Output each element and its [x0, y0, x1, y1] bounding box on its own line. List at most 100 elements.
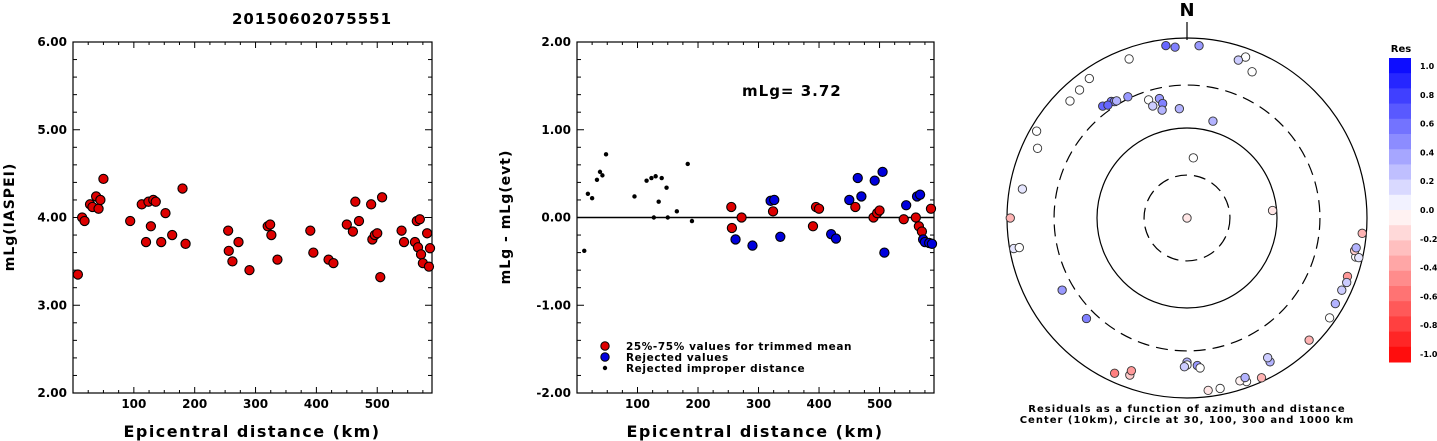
station-point — [1017, 184, 1028, 194]
data-point — [350, 196, 361, 207]
data-point — [726, 201, 737, 213]
x-tick-label: 400 — [304, 397, 329, 411]
colorbar-cell — [1389, 240, 1411, 257]
data-points — [582, 152, 938, 258]
colorbar-cell — [1389, 301, 1411, 317]
data-point — [264, 219, 276, 230]
axis-ticks: 100 200 300 400 500 -2.00 -1.00 0.00 1.00 2.00 — [536, 35, 934, 411]
colorbar-cell — [1389, 346, 1411, 363]
x-tick-label: 200 — [685, 397, 710, 411]
station-point — [1194, 41, 1204, 51]
y-tick-label: 3.00 — [37, 298, 67, 312]
data-point — [869, 175, 880, 186]
colorbar-cell — [1389, 58, 1411, 74]
y-tick-label: 2.00 — [37, 386, 67, 400]
data-point — [594, 177, 600, 182]
colorbar-label: 0.6 — [1420, 120, 1435, 129]
y-tick-label: 6.00 — [37, 35, 67, 49]
station-point — [1304, 335, 1314, 345]
station-point — [1188, 153, 1198, 163]
data-point — [424, 243, 436, 254]
station-point — [1267, 205, 1278, 216]
colorbar-cell — [1389, 103, 1411, 120]
data-point — [376, 192, 388, 203]
station-point — [1240, 372, 1250, 383]
station-point — [1351, 243, 1361, 253]
polar-residual-plot: N Residuals as a function of azimuth and… — [1005, 0, 1368, 426]
y-tick-label: 0.00 — [541, 211, 571, 225]
data-point — [898, 214, 909, 225]
data-point — [901, 200, 912, 211]
data-point — [775, 231, 786, 242]
x-tick-label: 400 — [807, 397, 832, 411]
figure-title: 20150602075551 — [232, 10, 392, 28]
x-tick-label: 200 — [182, 397, 207, 411]
station-point — [1170, 42, 1180, 52]
data-point — [150, 196, 161, 207]
legend-marker — [600, 352, 610, 362]
data-point — [347, 226, 359, 237]
data-point — [852, 172, 863, 184]
data-point — [603, 152, 609, 157]
data-point — [589, 195, 595, 201]
y-axis-label: mLg - mLg(evt) — [498, 150, 514, 285]
data-point — [305, 225, 316, 236]
data-point — [328, 257, 339, 269]
data-point — [375, 272, 386, 283]
colorbar-label: -1.0 — [1420, 350, 1437, 359]
station-point — [1182, 213, 1192, 223]
colorbar-labels: 1.0 0.8 0.6 0.4 0.2 0.0 -0.2 -0.4 -0.6 -0.8 -1.0 — [1420, 62, 1437, 359]
legend-label: Rejected values — [626, 352, 729, 364]
data-point — [93, 203, 104, 214]
caption-line-2: Center (10km), Circle at 30, 100, 300 an… — [1020, 415, 1355, 426]
station-point — [1126, 366, 1137, 376]
data-point — [736, 212, 747, 223]
station-point — [1203, 385, 1213, 396]
data-point — [423, 261, 435, 272]
data-point — [689, 218, 695, 224]
y-axis-label: mLg(IASPEI) — [2, 163, 18, 272]
data-point — [233, 236, 244, 248]
data-point — [659, 175, 664, 181]
data-point — [726, 222, 738, 234]
legend-label: 25%-75% values for trimmed mean — [626, 341, 852, 353]
data-point — [582, 248, 587, 254]
data-point — [177, 183, 188, 194]
data-point — [644, 178, 649, 183]
colorbar-cell — [1389, 73, 1411, 89]
colorbar-label: -0.2 — [1420, 235, 1437, 244]
colorbar-label: -0.4 — [1420, 264, 1437, 273]
chart-magnitude-vs-distance: 100 200 300 400 500 2.00 3.00 4.00 5.00 6.00 Epic… — [2, 35, 436, 441]
station-point — [1157, 105, 1167, 115]
distance-ring — [1143, 174, 1231, 262]
x-tick-label: 500 — [365, 397, 390, 411]
distance-ring — [1053, 84, 1321, 352]
data-point — [925, 203, 937, 214]
data-point — [180, 238, 191, 249]
colorbar-cell — [1389, 194, 1411, 211]
colorbar-cell — [1389, 134, 1411, 150]
station-point — [1174, 104, 1185, 114]
legend: 25%-75% values for trimmed meanRejected … — [600, 341, 852, 375]
station-point — [1109, 368, 1120, 378]
north-label: N — [1179, 0, 1194, 21]
data-point — [156, 236, 167, 248]
colorbar-cell — [1389, 149, 1411, 165]
distance-ring — [1096, 127, 1278, 309]
station-point — [1124, 54, 1134, 64]
data-point — [266, 229, 277, 241]
colorbar-cell — [1389, 210, 1411, 226]
residual-colorbar: Res 1.0 0.8 0.6 0.4 0.2 0.0 -0.2 -0.4 -0.6 -0.8 -1… — [1389, 44, 1437, 363]
station-point — [1324, 313, 1335, 323]
colorbar-label: -0.8 — [1420, 321, 1437, 330]
caption-line-1: Residuals as a function of azimuth and d… — [1028, 404, 1345, 415]
station-point — [1337, 285, 1347, 295]
station-point — [1031, 126, 1042, 136]
data-point — [910, 212, 921, 223]
x-tick-label: 100 — [121, 397, 146, 411]
data-point — [98, 173, 109, 185]
data-point — [372, 228, 383, 239]
y-tick-label: -2.00 — [536, 386, 571, 400]
x-tick-label: 300 — [243, 397, 268, 411]
data-point — [244, 264, 255, 276]
